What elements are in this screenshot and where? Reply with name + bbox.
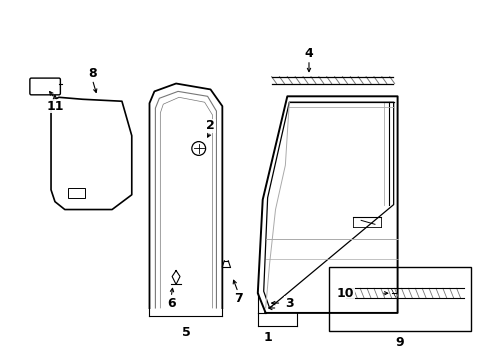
Text: 9: 9	[394, 336, 403, 349]
Text: 8: 8	[88, 67, 97, 80]
Text: 2: 2	[206, 120, 214, 132]
Text: 4: 4	[304, 48, 313, 60]
Text: 7: 7	[233, 292, 242, 305]
Text: 3: 3	[285, 297, 293, 310]
FancyBboxPatch shape	[328, 267, 470, 330]
Text: 5: 5	[181, 326, 190, 339]
Text: 6: 6	[166, 297, 175, 310]
Text: 1: 1	[263, 331, 271, 344]
Text: 10: 10	[336, 287, 353, 300]
Text: 11: 11	[46, 100, 63, 113]
FancyBboxPatch shape	[68, 188, 85, 198]
FancyBboxPatch shape	[30, 78, 60, 95]
